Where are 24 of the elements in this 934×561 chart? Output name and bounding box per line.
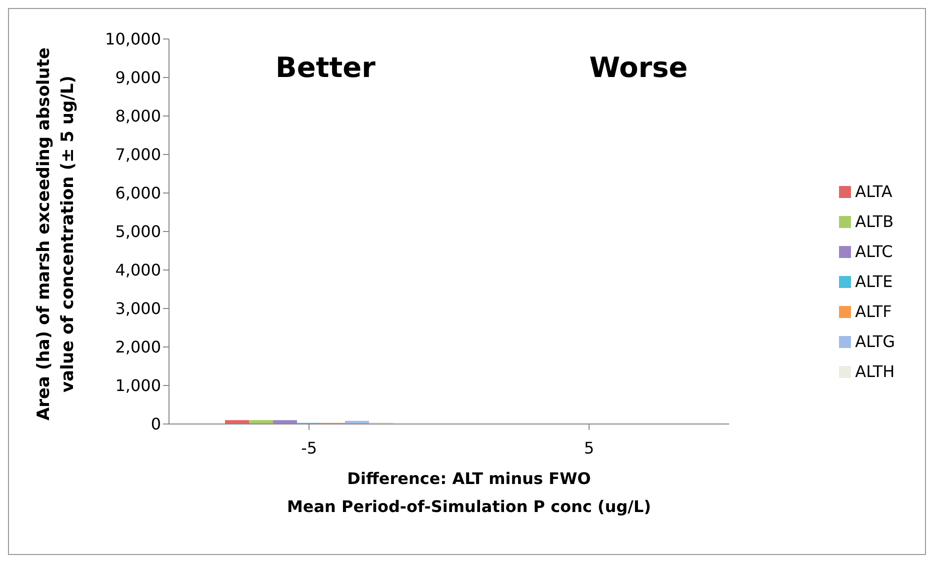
legend-label: ALTC [855,242,893,260]
y-tick-label: 7,000 [115,145,161,164]
y-tick-label: 1,000 [115,376,161,396]
legend-label: ALTG [855,332,895,350]
y-tick-label: 6,000 [115,184,161,203]
annotation: Better [276,51,376,84]
legend-label: ALTH [855,362,895,380]
annotation: Worse [589,51,688,84]
y-axis-title: Area (ha) of marsh exceeding absolute value of concentration (± 5 ug/L) [34,47,78,421]
y-tick-label: 5,000 [115,222,161,242]
y-tick-label: 10,000 [105,30,161,49]
y-tick-label: 2,000 [115,338,161,357]
x-tick-label: 5 [584,438,594,458]
y-tick-label: 0 [150,414,161,434]
x-axis-title: Difference: ALT minus FWO Mean Period-of-Simulation P conc (ug/L) [286,469,652,516]
x-tick-label: -5 [301,438,318,458]
legend-label: ALTF [855,302,892,320]
y-tick-label: 3,000 [115,299,161,318]
legend-label: ALTB [855,212,894,230]
legend-label: ALTA [855,182,892,200]
y-tick-label: 4,000 [115,260,161,280]
y-tick-label: 8,000 [115,106,161,126]
legend-label: ALTE [855,272,893,290]
y-tick-label: 9,000 [115,68,161,88]
